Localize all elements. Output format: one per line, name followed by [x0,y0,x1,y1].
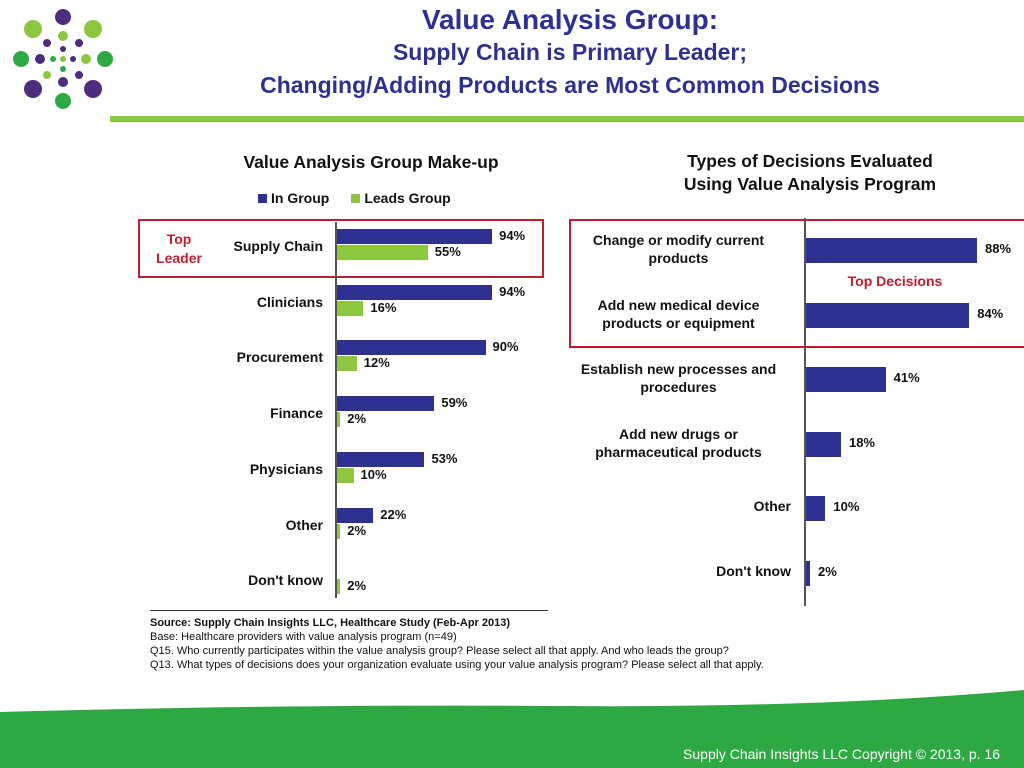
value-label-leads-group-physicians: 10% [360,466,387,482]
right-chart-title-line1: Types of Decisions Evaluated [687,151,933,171]
q13-line: Q13. What types of decisions does your o… [150,659,764,671]
bar-leads-group-supply-chain [337,245,428,260]
category-label-don-t-know: Don't know [566,562,791,580]
value-label-in-group-physicians: 53% [431,450,458,466]
value-label-leads-group-supply-chain: 55% [434,244,461,259]
value-label-leads-group-finance: 2% [347,411,367,427]
left-chart-axis [335,222,337,598]
category-label-change-or-modify-current: Change or modify current products [566,231,791,267]
legend-label-in-group: In Group [271,190,330,206]
title-line3: Changing/Adding Products are Most Common… [260,72,880,98]
category-label-procurement: Procurement [236,349,323,366]
category-label-physicians: Physicians [249,460,323,477]
category-label-line: products [648,250,709,266]
legend-swatch-leads-group [351,193,361,203]
category-label-line: Add new drugs or [619,425,738,442]
bar-in-group-finance [337,396,435,412]
value-label-leads-group-don-t-know: 2% [347,578,367,594]
bar-add-new-medical-device [806,302,970,328]
value-label-add-new-drugs-or: 18% [848,434,875,450]
title-line2: Supply Chain is Primary Leader; [392,39,748,65]
value-label-establish-new-processes-and: 41% [893,370,920,385]
footer-copyright: Supply Chain Insights LLC Copyright © 20… [683,746,1000,762]
bar-leads-group-finance [337,412,341,428]
left-chart-title: Value Analysis Group Make-up [243,152,499,172]
category-label-line: pharmaceutical products [595,443,762,460]
category-label-line: procedures [640,379,717,395]
source-notes: Source: Supply Chain Insights LLC, Healt… [150,610,910,672]
value-label-don-t-know: 2% [818,563,837,579]
legend-swatch-in-group [258,193,267,203]
bar-in-group-procurement [337,340,486,356]
value-label-in-group-procurement: 90% [492,339,519,355]
legend-item-leads-group: Leads Group [351,190,451,206]
top-leader-highlight-box [138,219,544,278]
legend-label-leads-group: Leads Group [364,190,451,206]
bar-in-group-physicians [337,451,425,467]
category-label-establish-new-processes-and: Establish new processes and procedures [566,360,791,396]
footer-band [0,712,1024,768]
right-chart-axis [804,218,806,606]
category-label-line: Don't know [716,562,791,579]
value-label-leads-group-other: 2% [347,522,367,538]
category-label-don-t-know: Don't know [248,572,323,589]
value-label-in-group-supply-chain: 94% [499,228,526,243]
value-label-add-new-medical-device: 84% [977,305,1004,321]
category-label-add-new-drugs-or: Add new drugs or pharmaceutical products [566,425,791,461]
top-leader-annotation: Top Leader [146,230,212,268]
category-label-line: Add new medical device [597,296,760,313]
bar-leads-group-procurement [337,356,357,372]
title-main: Value Analysis Group: [421,4,719,35]
right-chart-title: Types of Decisions Evaluated Using Value… [630,150,990,196]
legend-item-in-group: In Group [258,190,329,206]
value-label-change-or-modify-current: 88% [985,241,1012,256]
top-decisions-annotation: Top Decisions [847,273,943,289]
bar-leads-group-other [337,523,341,539]
title-divider [110,116,1024,122]
category-label-line: Change or modify current [592,232,765,248]
value-label-leads-group-procurement: 12% [363,355,390,371]
left-chart-legend: In Group Leads Group [258,190,473,206]
category-label-clinicians: Clinicians [256,293,323,310]
bar-leads-group-don-t-know [337,579,341,595]
value-label-other: 10% [833,499,860,514]
category-label-line: products or equipment [602,314,755,331]
category-label-supply-chain: Supply Chain [233,238,323,254]
top-leader-annotation-line2: Leader [156,250,202,266]
category-label-add-new-medical-device: Add new medical device products or equipm… [566,296,791,332]
value-label-in-group-other: 22% [380,506,407,522]
source-line: Source: Supply Chain Insights LLC, Healt… [150,617,511,629]
category-label-line: Establish new processes and [580,361,777,377]
value-label-in-group-finance: 59% [441,395,468,411]
slide-title: Value Analysis Group: Supply Chain is Pr… [120,4,1020,102]
category-label-other: Other [285,516,323,533]
bar-don-t-know [806,560,810,586]
notes-divider [150,610,548,611]
base-line: Base: Healthcare providers with value an… [150,631,457,643]
bar-change-or-modify-current [806,238,977,263]
bar-in-group-clinicians [337,284,493,300]
bar-in-group-supply-chain [337,229,493,244]
top-leader-annotation-line1: Top [166,231,192,247]
category-label-other: Other [566,497,791,515]
bar-leads-group-clinicians [337,300,364,316]
bar-leads-group-physicians [337,467,354,483]
category-label-finance: Finance [270,405,323,422]
value-label-leads-group-clinicians: 16% [370,299,397,315]
right-chart-title-line2: Using Value Analysis Program [683,174,937,194]
bar-establish-new-processes-and [806,367,886,392]
value-label-in-group-clinicians: 94% [499,283,526,299]
top-decisions-highlight-box [569,219,1024,348]
dot-cluster-logo-icon [13,9,113,109]
bar-other [806,496,826,521]
category-label-line: Other [753,498,791,514]
bar-in-group-other [337,507,374,523]
bar-add-new-drugs-or [806,431,841,457]
q15-line: Q15. Who currently participates within t… [150,645,729,657]
